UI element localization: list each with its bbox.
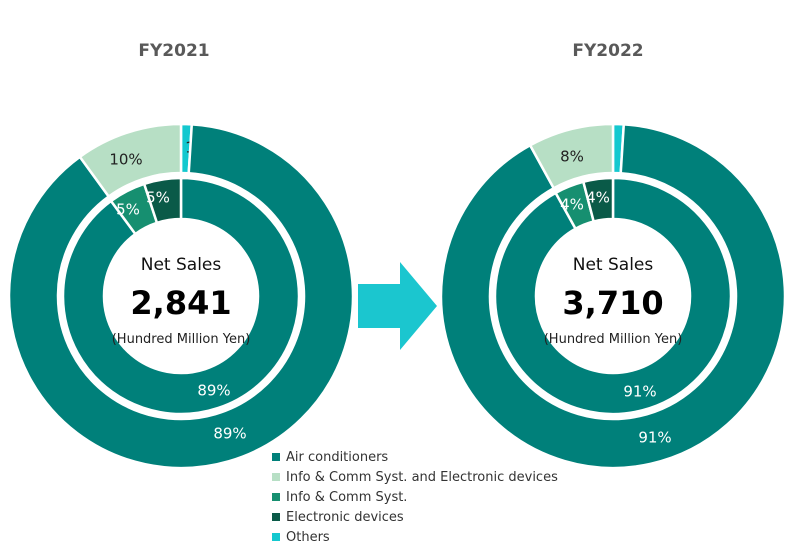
legend-swatch <box>272 493 280 501</box>
legend-swatch <box>272 533 280 541</box>
inner-data-label-air-conditioners: 91% <box>623 383 656 401</box>
outer-slice-air-conditioners <box>7 123 355 470</box>
inner-slice-electronic-devices <box>582 176 615 223</box>
net-sales-unit: (Hundred Million Yen) <box>112 332 251 347</box>
net-sales-value: 3,710 <box>562 284 663 322</box>
net-sales-value: 2,841 <box>130 284 231 322</box>
legend-label: Info & Comm Syst. <box>286 489 408 505</box>
center-fy2021: Net Sales 2,841 (Hundred Million Yen) <box>112 255 251 347</box>
legend-swatch <box>272 473 280 481</box>
legend-label: Info & Comm Syst. and Electronic devices <box>286 469 558 485</box>
chart-title-fy2021: FY2021 <box>138 41 209 61</box>
center-fy2022: Net Sales 3,710 (Hundred Million Yen) <box>544 255 683 347</box>
legend-item-info-comm-and-electronic: Info & Comm Syst. and Electronic devices <box>272 467 558 487</box>
outer-slice-info-comm-syst-and-electronic-devices <box>78 122 183 198</box>
inner-data-label-info-comm-syst: 4% <box>560 196 584 214</box>
inner-slice-air-conditioners <box>61 176 301 416</box>
donut-chart-fy2022: 1%91%8%91%4%4% <box>439 122 787 470</box>
net-sales-label: Net Sales <box>141 255 222 275</box>
legend-item-air-conditioners: Air conditioners <box>272 447 558 467</box>
legend-swatch <box>272 513 280 521</box>
inner-slice-air-conditioners <box>493 176 733 416</box>
outer-data-label-air-conditioners: 89% <box>213 425 246 443</box>
outer-slice-info-comm-syst-and-electronic-devices <box>528 122 615 190</box>
legend-swatch <box>272 453 280 461</box>
inner-data-label-electronic-devices: 5% <box>146 189 170 207</box>
legend-label: Air conditioners <box>286 449 389 465</box>
outer-data-label-air-conditioners: 91% <box>638 429 671 447</box>
legend: Air conditioners Info & Comm Syst. and E… <box>272 447 558 547</box>
legend-label: Others <box>286 529 330 545</box>
inner-data-label-air-conditioners: 89% <box>197 382 230 400</box>
outer-slice-air-conditioners <box>439 123 787 470</box>
legend-label: Electronic devices <box>286 509 404 525</box>
inner-data-label-info-comm-syst: 5% <box>116 201 140 219</box>
right-arrow-icon <box>358 262 437 350</box>
net-sales-unit: (Hundred Million Yen) <box>544 332 683 347</box>
legend-item-others: Others <box>272 527 558 547</box>
inner-data-label-electronic-devices: 4% <box>586 189 610 207</box>
outer-data-label-info-comm-syst-and-electronic-devices: 8% <box>560 148 584 166</box>
legend-item-electronic-devices: Electronic devices <box>272 507 558 527</box>
legend-item-info-comm: Info & Comm Syst. <box>272 487 558 507</box>
net-sales-label: Net Sales <box>573 255 654 275</box>
chart-title-fy2022: FY2022 <box>572 41 643 61</box>
inner-slice-electronic-devices <box>142 176 183 225</box>
donut-chart-fy2021: 1%89%10%89%5%5% <box>7 122 355 470</box>
outer-data-label-info-comm-syst-and-electronic-devices: 10% <box>109 151 142 169</box>
